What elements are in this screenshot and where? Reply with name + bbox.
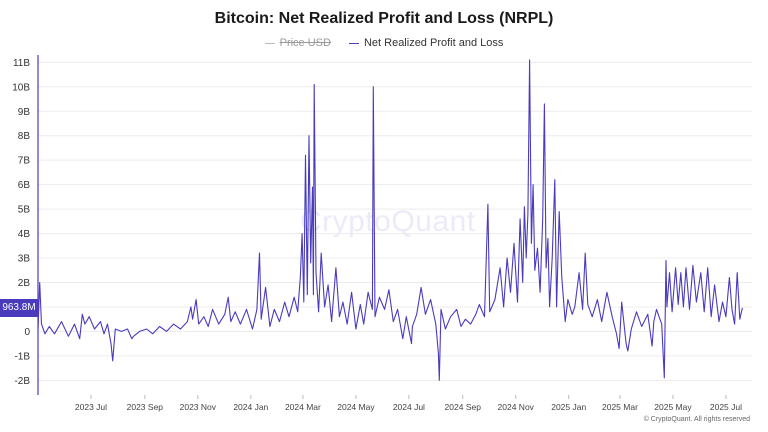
y-tick-label: 2B: [18, 278, 31, 289]
x-tick-label: 2024 Jan: [233, 402, 268, 412]
legend-item-price-usd[interactable]: Price USD: [264, 37, 331, 49]
x-tick-label: 2025 Jul: [710, 402, 742, 412]
legend: Price USD Net Realized Profit and Loss: [0, 37, 768, 49]
y-tick-label: 9B: [18, 107, 31, 118]
y-tick-label: 11B: [13, 58, 30, 69]
y-tick-label: 0: [24, 327, 30, 338]
x-tick-label: 2024 Nov: [498, 402, 535, 412]
y-tick-label: -2B: [14, 376, 30, 387]
legend-label-price-usd: Price USD: [279, 37, 331, 49]
x-tick-label: 2023 Nov: [180, 402, 217, 412]
series-line-nrpl: [37, 59, 743, 381]
copyright-text: © CryptoQuant. All rights reserved: [643, 416, 750, 423]
y-tick-label: 4B: [18, 229, 31, 240]
x-tick-label: 2025 Jan: [551, 402, 586, 412]
x-tick-label: 2024 Sep: [445, 402, 482, 412]
y-tick-label: 6B: [18, 180, 31, 191]
x-tick-label: 2023 Jul: [75, 402, 107, 412]
legend-swatch-nrpl: [348, 42, 359, 44]
current-value-badge: 963.8M: [0, 298, 38, 317]
y-tick-label: -1B: [14, 351, 30, 362]
x-tick-label: 2024 May: [337, 402, 375, 412]
y-tick-label: 5B: [18, 205, 31, 216]
y-tick-label: 8B: [18, 131, 31, 142]
legend-label-nrpl: Net Realized Profit and Loss: [363, 37, 504, 49]
y-tick-label: 10B: [12, 82, 30, 93]
x-tick-label: 2023 Sep: [127, 402, 164, 412]
chart-title: Bitcoin: Net Realized Profit and Loss (N…: [214, 10, 554, 27]
y-tick-label: 3B: [18, 254, 31, 265]
x-tick-label: 2024 Mar: [285, 402, 321, 412]
watermark-logo: CryptoQuant: [300, 205, 476, 238]
legend-swatch-price-usd: [264, 42, 275, 44]
x-tick-label: 2025 Mar: [602, 402, 638, 412]
y-tick-label: 7B: [18, 156, 31, 167]
x-tick-label: 2025 May: [654, 402, 692, 412]
legend-item-nrpl[interactable]: Net Realized Profit and Loss: [348, 37, 504, 49]
x-tick-label: 2024 Jul: [393, 402, 425, 412]
